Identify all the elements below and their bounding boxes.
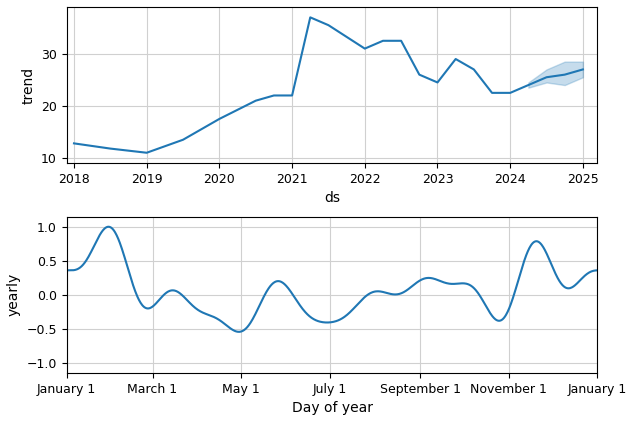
Y-axis label: trend: trend	[22, 67, 36, 104]
X-axis label: Day of year: Day of year	[292, 401, 373, 415]
Y-axis label: yearly: yearly	[7, 273, 21, 316]
X-axis label: ds: ds	[324, 192, 340, 206]
